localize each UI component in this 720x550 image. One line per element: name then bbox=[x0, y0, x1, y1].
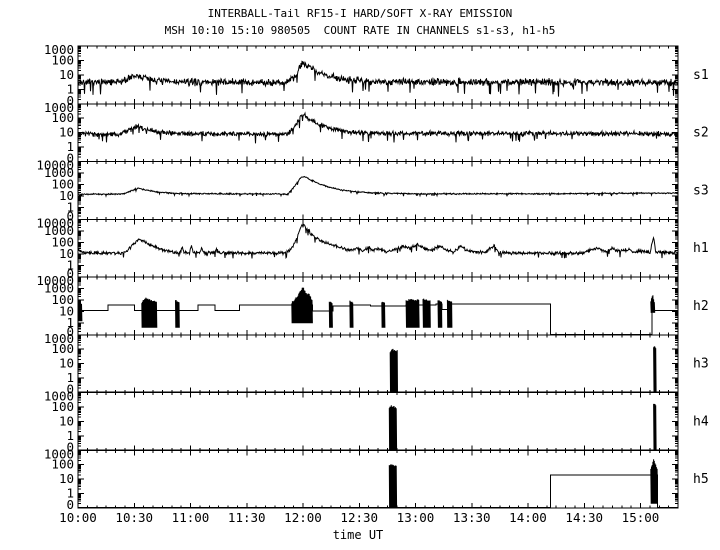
trace-h5 bbox=[78, 474, 678, 509]
y-tick-label: 100 bbox=[51, 52, 74, 67]
y-tick-label: 100 bbox=[51, 399, 74, 414]
burst-h2 bbox=[349, 300, 354, 328]
y-tick-label: 100 bbox=[51, 177, 74, 192]
y-tick-label: 10 bbox=[59, 67, 74, 82]
x-tick-label: 13:00 bbox=[397, 510, 435, 525]
y-tick-label: 100 bbox=[51, 457, 74, 472]
chart-subtitle: MSH 10:10 15:10 980505 COUNT RATE IN CHA… bbox=[164, 24, 556, 37]
y-tick-label: 0 bbox=[66, 266, 74, 281]
panel-frame-h3 bbox=[77, 334, 679, 393]
y-tick-label: 1000 bbox=[44, 389, 74, 404]
burst-h5 bbox=[650, 459, 658, 504]
y-tick-label: 1000 bbox=[44, 223, 74, 238]
trace-s2 bbox=[77, 111, 679, 144]
panel-frame-h4 bbox=[77, 392, 679, 451]
x-tick-label: 11:30 bbox=[228, 510, 266, 525]
x-tick-label: 12:00 bbox=[284, 510, 322, 525]
burst-h2 bbox=[328, 301, 333, 328]
panel-label-s1: s1 bbox=[693, 68, 709, 83]
y-tick-label: 0 bbox=[66, 151, 74, 166]
y-tick-label: 1 bbox=[66, 139, 74, 154]
y-tick-label: 100 bbox=[51, 341, 74, 356]
x-tick-label: 10:00 bbox=[59, 510, 97, 525]
y-tick-label: 0 bbox=[66, 208, 74, 223]
chart-title: INTERBALL-Tail RF15-I HARD/SOFT X-RAY EM… bbox=[207, 7, 513, 20]
burst-h4 bbox=[388, 405, 398, 450]
y-tick-label: 10 bbox=[59, 413, 74, 428]
x-tick-label: 15:00 bbox=[622, 510, 660, 525]
burst-h2 bbox=[446, 299, 453, 328]
burst-h5 bbox=[388, 464, 398, 508]
x-tick-label: 10:30 bbox=[115, 510, 153, 525]
burst-h2 bbox=[175, 300, 180, 328]
burst-h2 bbox=[77, 301, 83, 322]
y-tick-label: 10 bbox=[59, 471, 74, 486]
y-tick-label: 1000 bbox=[44, 42, 74, 57]
burst-h3 bbox=[653, 346, 657, 393]
y-tick-label: 0 bbox=[66, 497, 74, 512]
panel-label-h5: h5 bbox=[693, 472, 709, 487]
y-tick-label: 10 bbox=[59, 188, 74, 203]
y-tick-label: 1000 bbox=[44, 165, 74, 180]
panel-label-s3: s3 bbox=[693, 183, 709, 198]
y-tick-label: 10 bbox=[59, 356, 74, 371]
y-tick-label: 10000 bbox=[36, 273, 74, 288]
burst-h2 bbox=[650, 295, 656, 313]
trace-s1 bbox=[77, 60, 679, 97]
burst-h2 bbox=[422, 298, 431, 328]
y-tick-label: 10 bbox=[59, 304, 74, 319]
panel-frame-s1 bbox=[77, 45, 679, 105]
y-tick-label: 100 bbox=[51, 292, 74, 307]
y-tick-label: 1000 bbox=[44, 331, 74, 346]
burst-h2 bbox=[437, 300, 443, 328]
x-tick-label: 14:30 bbox=[565, 510, 603, 525]
y-tick-label: 1 bbox=[66, 428, 74, 443]
y-tick-label: 10000 bbox=[36, 158, 74, 173]
x-tick-label: 13:30 bbox=[453, 510, 491, 525]
burst-h4 bbox=[653, 403, 657, 450]
y-tick-label: 1000 bbox=[44, 446, 74, 461]
panel-label-h2: h2 bbox=[693, 299, 709, 314]
burst-h2 bbox=[141, 297, 158, 328]
y-tick-label: 100 bbox=[51, 110, 74, 125]
x-tick-label: 12:30 bbox=[340, 510, 378, 525]
y-tick-label: 1 bbox=[66, 486, 74, 501]
x-tick-label: 11:00 bbox=[172, 510, 210, 525]
y-tick-label: 1000 bbox=[44, 281, 74, 296]
y-tick-label: 0 bbox=[66, 93, 74, 108]
panel-label-h4: h4 bbox=[693, 414, 709, 429]
panel-label-h3: h3 bbox=[693, 357, 709, 372]
x-tick-label: 14:00 bbox=[509, 510, 547, 525]
y-tick-label: 100 bbox=[51, 234, 74, 249]
trace-h2 bbox=[78, 303, 678, 335]
burst-h2 bbox=[405, 298, 420, 328]
y-tick-label: 10 bbox=[59, 125, 74, 140]
y-tick-label: 1 bbox=[66, 370, 74, 385]
y-tick-label: 1 bbox=[66, 81, 74, 96]
y-tick-label: 0 bbox=[66, 382, 74, 397]
panel-label-h1: h1 bbox=[693, 241, 709, 256]
y-tick-label: 10000 bbox=[36, 215, 74, 230]
y-tick-label: 0 bbox=[66, 324, 74, 339]
burst-h3 bbox=[389, 348, 398, 393]
y-tick-label: 0 bbox=[66, 439, 74, 454]
trace-s3 bbox=[77, 175, 679, 198]
panel-frame-s3 bbox=[77, 161, 679, 220]
trace-h1 bbox=[77, 223, 679, 259]
panel-label-s2: s2 bbox=[693, 126, 709, 141]
burst-h2 bbox=[291, 287, 313, 324]
x-axis-label: time UT bbox=[332, 528, 384, 542]
y-tick-label: 1 bbox=[66, 200, 74, 215]
panel-frame-h5 bbox=[77, 449, 679, 509]
y-tick-label: 1 bbox=[66, 257, 74, 272]
y-tick-label: 1 bbox=[66, 315, 74, 330]
burst-h2 bbox=[381, 301, 386, 328]
y-tick-label: 10 bbox=[59, 246, 74, 261]
y-tick-label: 1000 bbox=[44, 100, 74, 115]
